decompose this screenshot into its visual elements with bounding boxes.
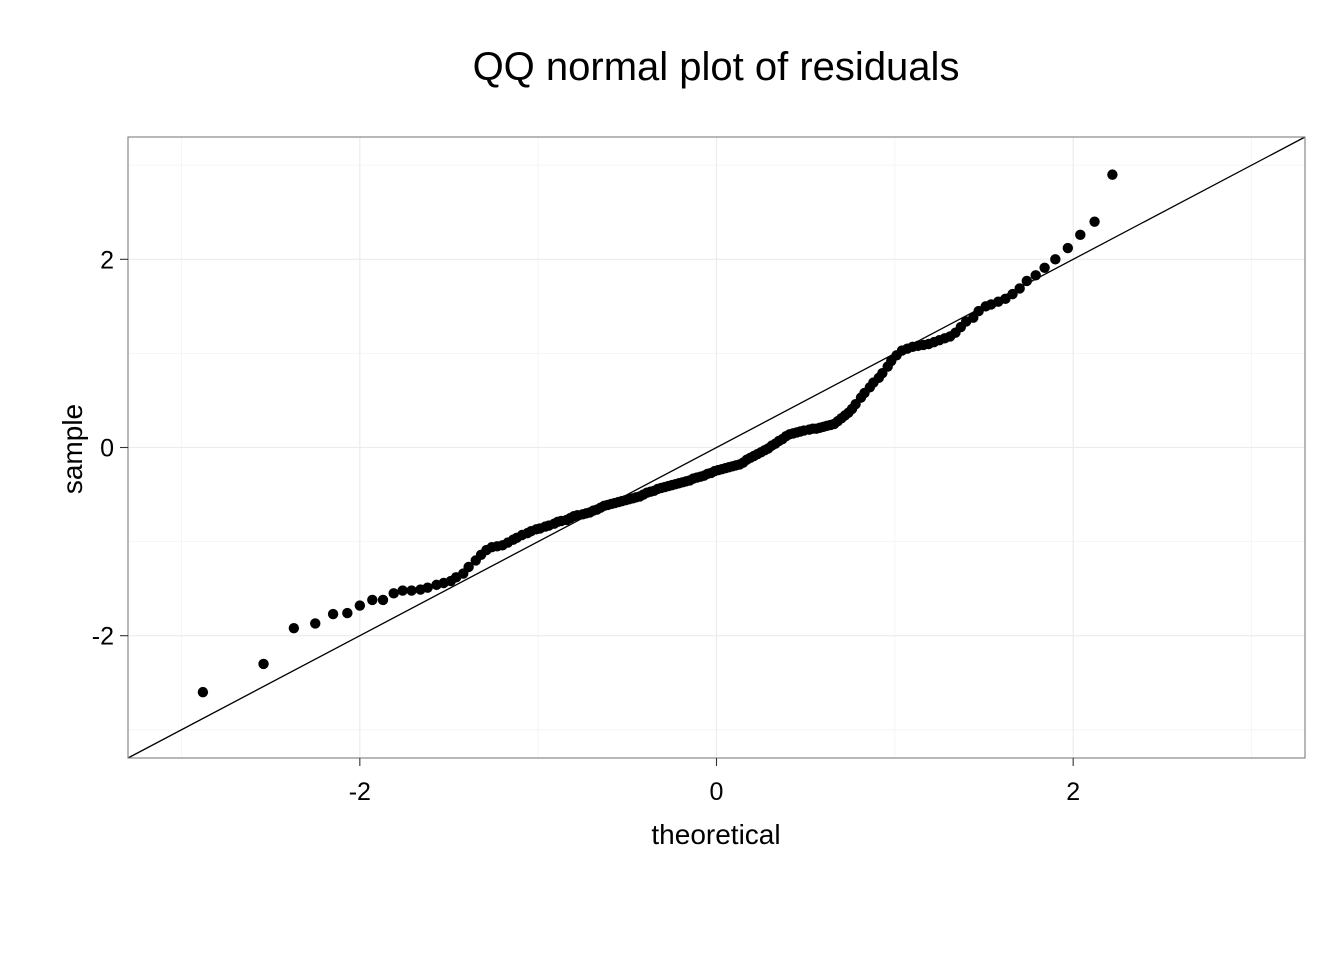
qq-point	[367, 594, 378, 606]
qq-point	[342, 607, 353, 619]
data-points	[197, 169, 1118, 698]
plot-panel	[127, 136, 1306, 759]
y-tick-label: 2	[100, 246, 114, 274]
qq-point	[1030, 270, 1041, 281]
x-tick-label: 2	[1066, 778, 1080, 806]
y-axis-ticks: -2 0 2	[92, 246, 128, 651]
x-axis-title: theoretical	[651, 819, 780, 850]
qq-point	[1007, 288, 1018, 300]
qq-point	[354, 600, 366, 611]
qq-point	[327, 608, 339, 620]
qq-point	[422, 582, 433, 593]
chart-title: QQ normal plot of residuals	[473, 45, 960, 89]
y-axis-title: sample	[57, 404, 88, 494]
y-tick-label: -2	[92, 623, 114, 651]
qq-point	[377, 594, 389, 606]
qq-point	[1021, 275, 1032, 287]
qq-point	[397, 585, 408, 596]
reference-line	[127, 136, 1306, 759]
qq-point	[258, 658, 269, 670]
qq-point	[1107, 169, 1118, 180]
qq-point	[1050, 254, 1061, 265]
qq-point	[1062, 242, 1074, 254]
qq-point	[310, 618, 321, 629]
qq-point	[388, 588, 399, 599]
y-tick-label: 0	[100, 435, 114, 463]
qq-point	[197, 686, 209, 698]
qq-point	[1014, 283, 1025, 294]
x-axis-ticks: -2 0 2	[349, 758, 1080, 806]
qq-point	[1075, 229, 1086, 241]
qq-point	[1039, 262, 1050, 273]
x-tick-label: -2	[349, 778, 371, 806]
qq-point	[1089, 216, 1100, 227]
x-tick-label: 0	[710, 778, 724, 806]
reference-line-group	[127, 136, 1306, 759]
qq-point	[406, 585, 417, 596]
qq-point	[463, 561, 474, 573]
qq-point	[288, 622, 300, 634]
